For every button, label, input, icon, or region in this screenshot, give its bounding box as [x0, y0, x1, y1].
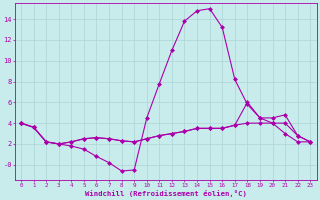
X-axis label: Windchill (Refroidissement éolien,°C): Windchill (Refroidissement éolien,°C) — [85, 190, 247, 197]
